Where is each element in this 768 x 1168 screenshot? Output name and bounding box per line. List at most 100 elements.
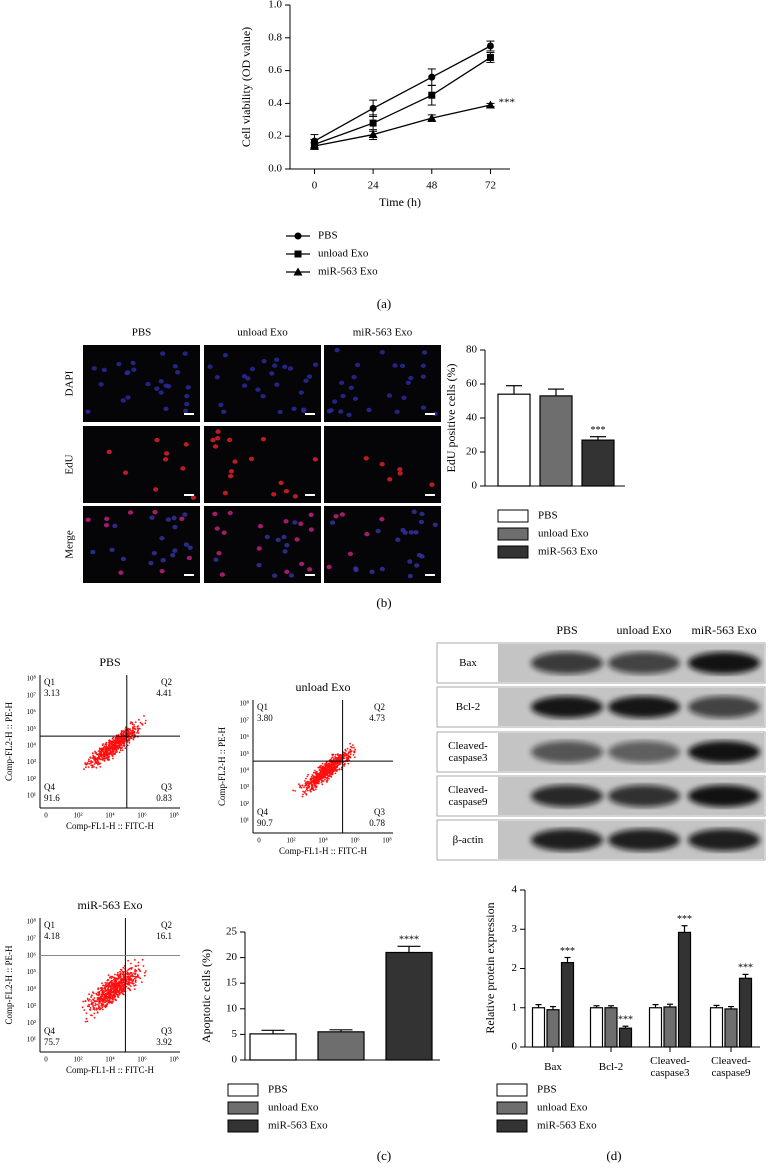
band — [608, 741, 680, 763]
nucleus — [351, 374, 357, 380]
event-dot — [133, 988, 136, 990]
nucleus — [291, 406, 297, 411]
marker — [309, 141, 319, 150]
event-dot — [115, 985, 117, 988]
event-dot — [118, 980, 121, 983]
event-dot — [133, 725, 136, 728]
event-dot — [303, 786, 305, 789]
marker — [427, 113, 437, 122]
event-dot — [108, 743, 111, 745]
event-dot — [114, 977, 117, 980]
event-dot — [102, 1001, 104, 1003]
event-dot — [329, 770, 332, 772]
y-tick-label: 0.4 — [268, 97, 282, 109]
event-dot — [107, 997, 110, 999]
event-dot — [107, 746, 110, 748]
nucleus — [218, 402, 224, 408]
y-tick-label: 2 — [512, 962, 518, 974]
event-dot — [328, 763, 330, 766]
nucleus — [227, 510, 233, 516]
event-dot — [318, 777, 321, 779]
legend-swatch — [496, 1119, 528, 1133]
event-dot — [349, 748, 352, 751]
event-dot — [327, 765, 329, 767]
annotation: *** — [677, 914, 692, 925]
event-dot — [304, 790, 307, 792]
event-dot — [104, 747, 107, 750]
event-dot — [338, 754, 341, 756]
nucleus — [348, 385, 354, 391]
event-dot — [93, 763, 96, 765]
event-dot — [122, 742, 125, 745]
band — [688, 785, 760, 807]
nucleus — [369, 569, 375, 575]
nucleus — [164, 451, 170, 456]
nucleus — [282, 364, 288, 370]
event-dot — [103, 746, 105, 749]
nucleus — [120, 398, 126, 403]
event-dot — [115, 992, 118, 995]
band — [688, 829, 760, 851]
event-dot — [326, 781, 328, 783]
y-tick-label: 10⁶ — [27, 708, 37, 716]
event-dot — [96, 997, 99, 999]
nucleus — [131, 367, 137, 372]
quadrant-name: Q3 — [161, 782, 172, 792]
event-dot — [333, 766, 335, 768]
event-dot — [96, 1012, 99, 1014]
nucleus — [159, 568, 165, 574]
event-dot — [93, 1016, 96, 1019]
event-dot — [108, 748, 111, 751]
nucleus — [346, 412, 352, 418]
event-dot — [132, 731, 135, 734]
y-tick-label: 10 — [226, 1002, 238, 1014]
legend-swatch — [496, 1101, 528, 1115]
annotation: *** — [560, 946, 575, 957]
event-dot — [103, 755, 106, 758]
event-dot — [120, 740, 123, 743]
nucleus — [153, 487, 159, 492]
nucleus — [408, 530, 414, 535]
event-dot — [309, 788, 312, 791]
event-dot — [131, 973, 133, 975]
event-dot — [344, 748, 347, 751]
y-tick-label: 0.0 — [268, 163, 282, 175]
event-dot — [116, 978, 119, 981]
nucleus — [257, 523, 264, 529]
event-dot — [314, 775, 316, 778]
nucleus — [284, 569, 290, 575]
event-dot — [321, 783, 324, 786]
event-dot — [122, 981, 125, 983]
quadrant-value: 4.18 — [44, 931, 60, 941]
event-dot — [121, 984, 124, 986]
panel-label: (d) — [606, 1148, 621, 1163]
nucleus — [210, 437, 216, 443]
event-dot — [334, 753, 337, 756]
bar — [589, 1007, 604, 1048]
nucleus — [158, 390, 164, 395]
y-tick-label: 1 — [512, 1001, 518, 1013]
event-dot — [107, 974, 110, 976]
event-dot — [127, 978, 129, 981]
nucleus — [249, 366, 256, 372]
nucleus — [214, 526, 220, 531]
event-dot — [306, 789, 309, 792]
nucleus — [281, 534, 287, 540]
nucleus — [399, 363, 406, 369]
micrograph — [83, 426, 200, 503]
event-dot — [128, 973, 131, 976]
event-dot — [336, 769, 338, 771]
nucleus — [312, 362, 319, 367]
event-dot — [89, 757, 92, 759]
nucleus — [221, 409, 227, 414]
event-dot — [90, 764, 93, 767]
event-dot — [117, 991, 120, 994]
x-tick-label: 0 — [257, 837, 261, 845]
event-dot — [129, 982, 132, 984]
x-tick-label: 72 — [485, 180, 496, 192]
event-dot — [122, 736, 125, 739]
marker — [369, 104, 377, 112]
event-dot — [130, 962, 132, 965]
event-dot — [328, 767, 331, 770]
